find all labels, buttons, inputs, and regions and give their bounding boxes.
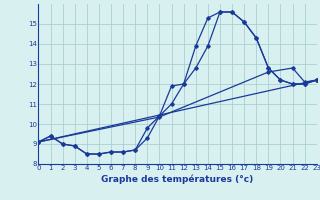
X-axis label: Graphe des températures (°c): Graphe des températures (°c) xyxy=(101,174,254,184)
